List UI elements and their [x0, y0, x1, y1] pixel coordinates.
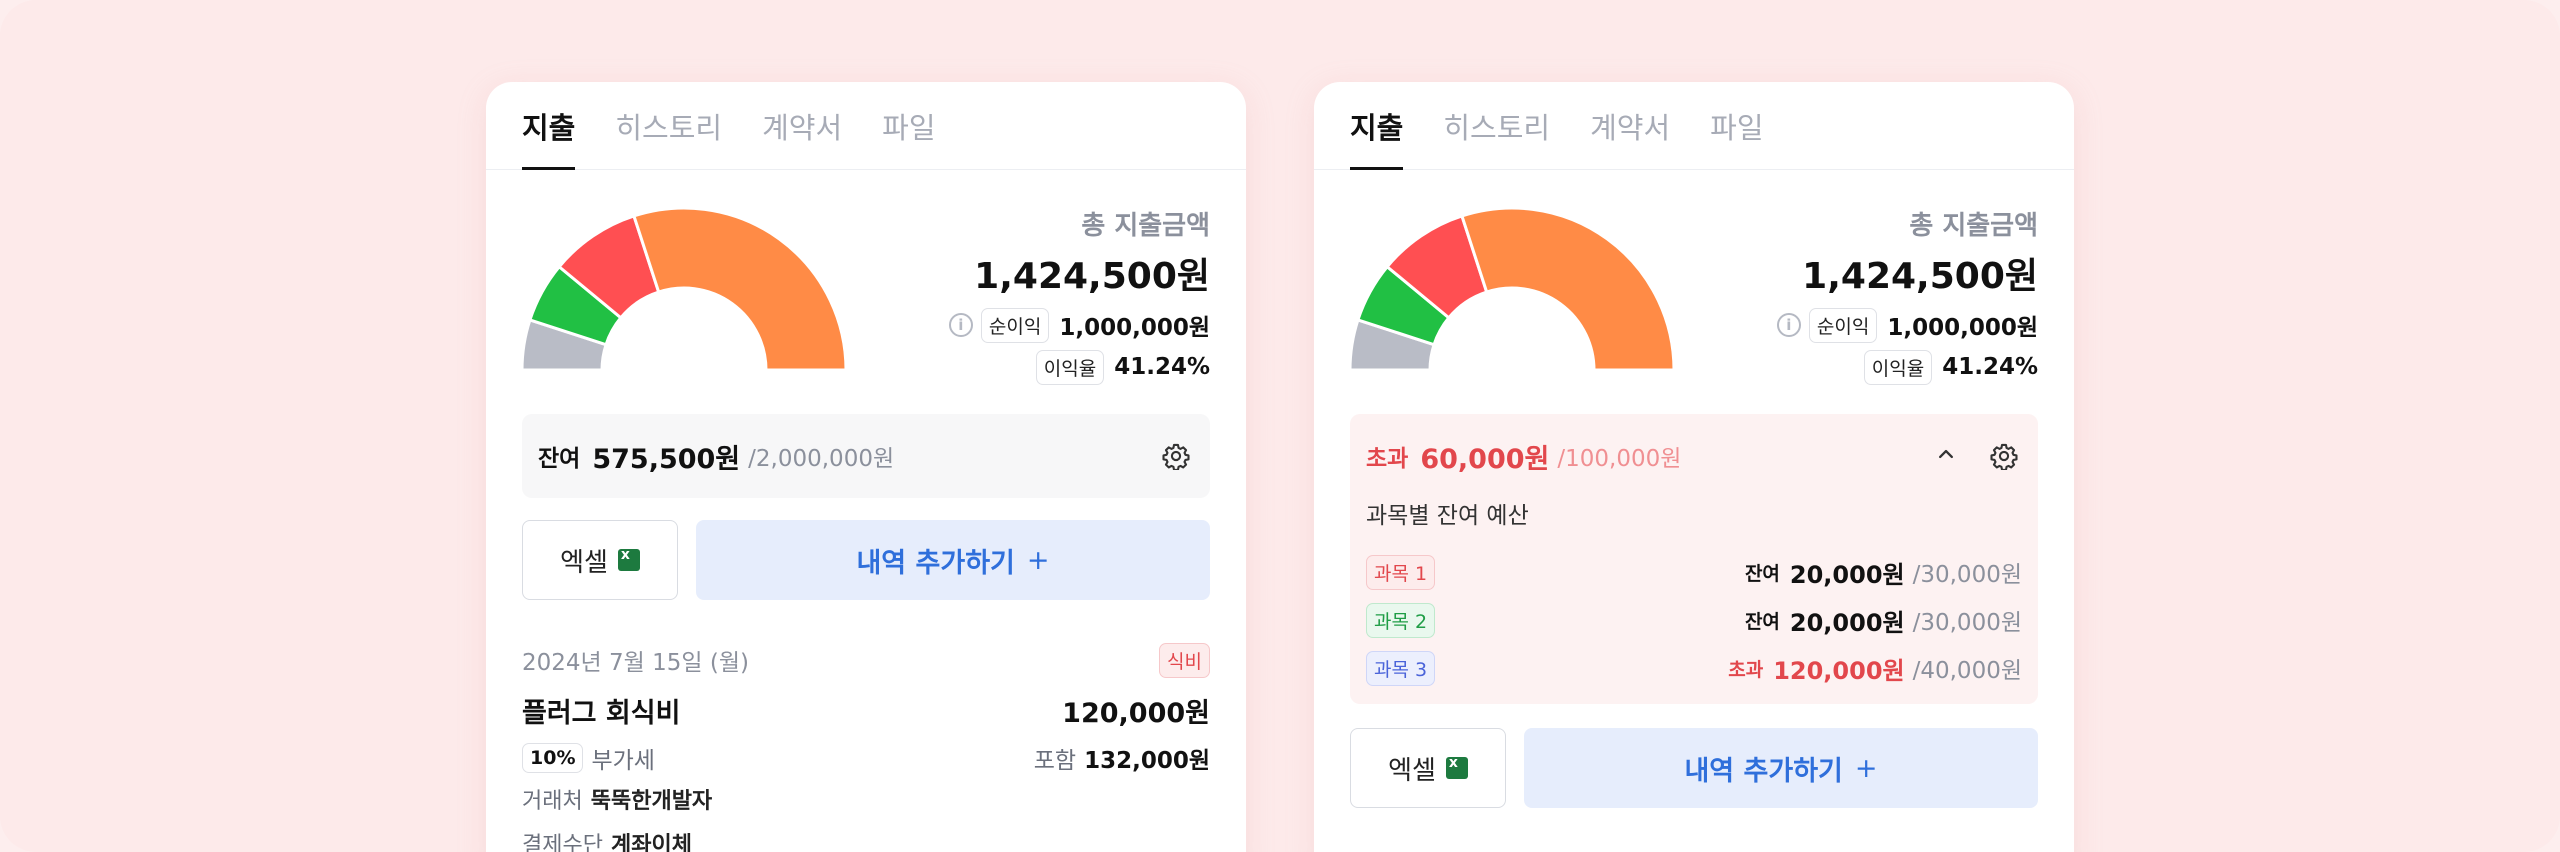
total-value: 1,424,500원 [974, 256, 1210, 297]
vendor-line: 거래처 뚝뚝한개발자 [522, 784, 1210, 820]
rate-chip: 이익율 [1863, 349, 1933, 385]
excel-label: 엑셀 [1388, 755, 1436, 786]
gear-icon[interactable] [1990, 442, 2018, 470]
info-icon[interactable]: i [948, 313, 973, 337]
subject-amount: 20,000원 [1789, 608, 1905, 637]
included-value: 132,000원 [1084, 748, 1210, 774]
subject-status: 초과 [1728, 658, 1764, 681]
expense-gauge-chart [1350, 208, 1674, 372]
over-limit: /100,000원 [1557, 446, 1682, 472]
total-label: 총 지출금액 [1081, 211, 1210, 241]
subject-status: 잔여 [1744, 610, 1780, 633]
expense-summary: 총 지출금액 1,424,500원 i 순이익 1,000,000원 이익율 4… [522, 208, 1210, 388]
totals: 총 지출금액 1,424,500원 i 순이익 1,000,000원 이익율 4… [1776, 208, 2038, 385]
subject-amount: 120,000원 [1773, 656, 1905, 685]
tab-file[interactable]: 파일 [1710, 111, 1764, 145]
subject-chip: 과목 2 [1366, 602, 1436, 638]
tab-file[interactable]: 파일 [882, 111, 936, 145]
over-label: 초과 [1366, 446, 1409, 472]
tab-history[interactable]: 히스토리 [1443, 111, 1551, 145]
subject-row: 과목 2 잔여 20,000원 /30,000원 [1366, 600, 2022, 640]
chevron-up-icon[interactable] [1932, 440, 1960, 468]
tab-history[interactable]: 히스토리 [615, 111, 723, 145]
subject-chip: 과목 3 [1366, 650, 1436, 686]
expense-gauge-chart [522, 208, 846, 372]
balance-limit: /2,000,000원 [748, 446, 895, 472]
subject-row: 과목 3 초과 120,000원 /40,000원 [1366, 648, 2022, 688]
tab-contract[interactable]: 계약서 [1590, 111, 1671, 145]
gauge-segment-orange [632, 208, 846, 372]
info-icon[interactable]: i [1776, 313, 1801, 337]
subject-chip: 과목 1 [1366, 554, 1436, 590]
action-buttons: 엑셀 내역 추가하기 + [522, 520, 1210, 600]
add-entry-label: 내역 추가하기 [856, 547, 1015, 579]
tab-bar: 지출 히스토리 계약서 파일 [1314, 82, 2074, 170]
excel-button[interactable]: 엑셀 [1350, 728, 1506, 808]
expense-card-normal: 지출 히스토리 계약서 파일 총 지출금액 1,424,500원 i 순이익 1… [486, 82, 1246, 852]
excel-icon [1445, 755, 1468, 779]
over-amount: 60,000원 [1420, 443, 1550, 475]
vendor-value: 뚝뚝한개발자 [590, 789, 713, 814]
balance-amount: 575,500원 [592, 443, 741, 475]
excel-button[interactable]: 엑셀 [522, 520, 678, 600]
subject-budget-title: 과목별 잔여 예산 [1366, 503, 1529, 529]
entry-date: 2024년 7월 15일 (월) [522, 650, 749, 676]
rate-value: 41.24% [1942, 354, 2038, 380]
balance-label: 잔여 [538, 446, 581, 472]
profit-chip: 순이익 [980, 307, 1050, 343]
add-entry-button[interactable]: 내역 추가하기 + [696, 520, 1210, 600]
vat-label: 부가세 [591, 748, 655, 774]
gear-icon[interactable] [1162, 442, 1190, 470]
profit-value: 1,000,000원 [1059, 315, 1210, 341]
excel-icon [617, 547, 640, 571]
excel-label: 엑셀 [560, 547, 608, 578]
tab-expense[interactable]: 지출 [522, 105, 576, 170]
subject-limit: /40,000원 [1912, 658, 2022, 684]
plus-icon: + [1854, 752, 1878, 784]
over-budget-panel: 초과 60,000원 /100,000원 과목별 잔여 예산 과목 1 잔여 2… [1350, 414, 2038, 704]
entry-amount: 120,000원 [1062, 697, 1210, 729]
tab-contract[interactable]: 계약서 [762, 111, 843, 145]
expense-entry[interactable]: 2024년 7월 15일 (월) 식비 플러그 회식비 120,000원 10%… [522, 642, 1210, 852]
included-label: 포함 [1033, 748, 1077, 774]
totals: 총 지출금액 1,424,500원 i 순이익 1,000,000원 이익율 4… [948, 208, 1210, 385]
payment-line: 결제수단 계좌이체 [522, 828, 1210, 852]
expense-card-over-budget: 지출 히스토리 계약서 파일 총 지출금액 1,424,500원 i 순이익 1… [1314, 82, 2074, 852]
total-value: 1,424,500원 [1802, 256, 2038, 297]
profit-chip: 순이익 [1808, 307, 1878, 343]
entry-title: 플러그 회식비 [522, 697, 681, 729]
total-label: 총 지출금액 [1909, 211, 2038, 241]
add-entry-label: 내역 추가하기 [1684, 755, 1843, 787]
expense-summary: 총 지출금액 1,424,500원 i 순이익 1,000,000원 이익율 4… [1350, 208, 2038, 388]
payment-label: 결제수단 [522, 833, 603, 852]
rate-value: 41.24% [1114, 354, 1210, 380]
action-buttons: 엑셀 내역 추가하기 + [1350, 728, 2038, 808]
tab-expense[interactable]: 지출 [1350, 105, 1404, 170]
balance-bar: 잔여 575,500원 /2,000,000원 [522, 414, 1210, 498]
profit-value: 1,000,000원 [1887, 315, 2038, 341]
subject-row: 과목 1 잔여 20,000원 /30,000원 [1366, 552, 2022, 592]
subject-limit: /30,000원 [1912, 610, 2022, 636]
add-entry-button[interactable]: 내역 추가하기 + [1524, 728, 2038, 808]
payment-value: 계좌이체 [610, 833, 692, 852]
vendor-label: 거래처 [522, 789, 583, 814]
category-badge: 식비 [1159, 642, 1210, 678]
subject-limit: /30,000원 [1912, 562, 2022, 588]
gauge-segment-orange [1460, 208, 1674, 372]
rate-chip: 이익율 [1035, 349, 1105, 385]
vat-chip: 10% [522, 743, 584, 773]
tab-bar: 지출 히스토리 계약서 파일 [486, 82, 1246, 170]
subject-amount: 20,000원 [1789, 560, 1905, 589]
subject-status: 잔여 [1744, 562, 1780, 585]
plus-icon: + [1026, 544, 1050, 576]
